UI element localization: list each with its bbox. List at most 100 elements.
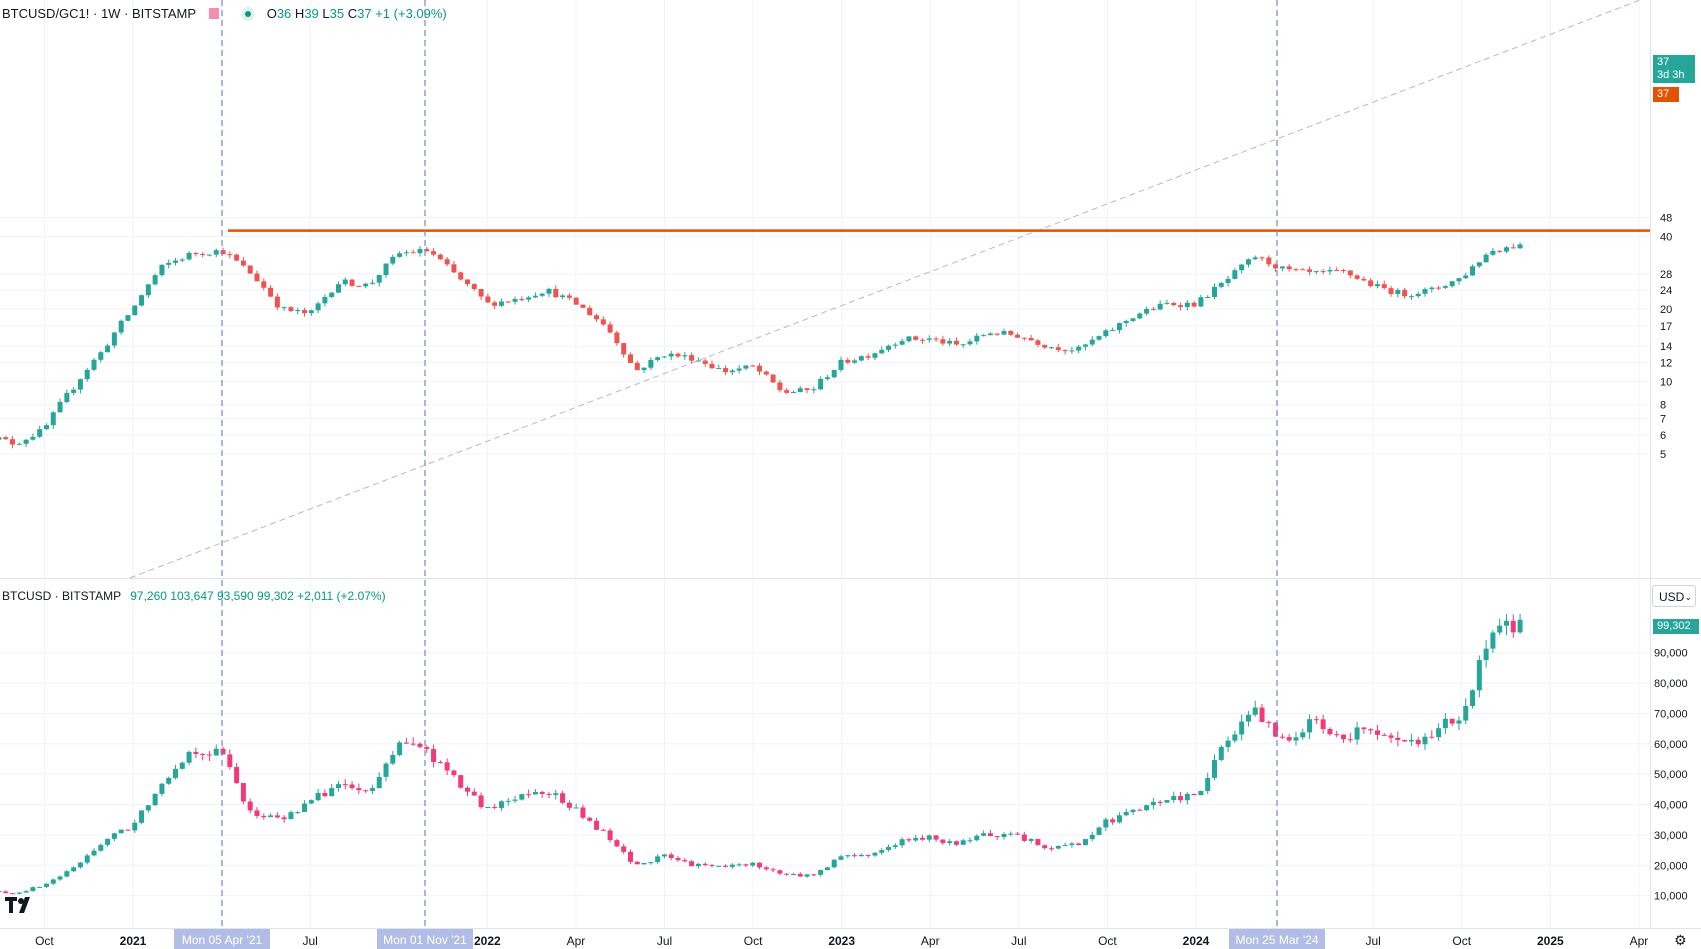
ratio-candle[interactable] xyxy=(240,260,246,266)
ratio-candle[interactable] xyxy=(125,315,131,321)
ratio-candle[interactable] xyxy=(981,335,987,337)
ratio-candle[interactable] xyxy=(1137,313,1143,319)
ratio-candle[interactable] xyxy=(254,273,260,282)
btc-candle[interactable] xyxy=(240,783,246,802)
ratio-candle[interactable] xyxy=(682,355,688,357)
btc-candle[interactable] xyxy=(546,794,552,796)
ratio-candle[interactable] xyxy=(1150,308,1156,310)
btc-candle[interactable] xyxy=(1069,843,1075,845)
btc-candle[interactable] xyxy=(716,865,722,867)
market-status-icon[interactable] xyxy=(241,7,256,21)
ratio-candle[interactable] xyxy=(159,264,165,276)
ratio-candle[interactable] xyxy=(1144,308,1150,314)
btc-candle[interactable] xyxy=(627,851,633,862)
btc-candle[interactable] xyxy=(1130,809,1136,813)
btc-candle[interactable] xyxy=(43,883,49,887)
btc-candle[interactable] xyxy=(465,787,471,792)
ratio-candle[interactable] xyxy=(1510,247,1516,249)
ratio-candle[interactable] xyxy=(546,288,552,294)
btc-candle[interactable] xyxy=(1110,819,1116,823)
btc-candle[interactable] xyxy=(1286,737,1292,741)
ratio-candle[interactable] xyxy=(702,360,708,364)
btc-candle[interactable] xyxy=(661,854,667,857)
btc-candle[interactable] xyxy=(1313,719,1319,721)
btc-candle[interactable] xyxy=(750,862,756,866)
btc-candle[interactable] xyxy=(899,839,905,846)
ratio-candle[interactable] xyxy=(1436,287,1442,289)
btc-candle[interactable] xyxy=(485,806,491,808)
ratio-candle[interactable] xyxy=(77,379,83,390)
btc-candle[interactable] xyxy=(1218,746,1224,760)
ratio-candle[interactable] xyxy=(498,301,504,306)
ratio-candle[interactable] xyxy=(1252,257,1258,260)
btc-candle[interactable] xyxy=(784,873,790,875)
ratio-candle[interactable] xyxy=(872,353,878,358)
ratio-candle[interactable] xyxy=(383,263,389,275)
btc-candle[interactable] xyxy=(906,839,912,841)
btc-candle[interactable] xyxy=(1157,801,1163,803)
ratio-candle[interactable] xyxy=(1035,340,1041,345)
ratio-candle[interactable] xyxy=(458,272,464,280)
ratio-candle[interactable] xyxy=(729,370,735,373)
btc-candle[interactable] xyxy=(824,867,830,871)
ratio-candle[interactable] xyxy=(838,359,844,370)
ratio-candle[interactable] xyxy=(661,356,667,358)
ratio-candle[interactable] xyxy=(553,288,559,298)
btc-candle[interactable] xyxy=(831,859,837,868)
ratio-candle[interactable] xyxy=(16,443,22,445)
btc-candle[interactable] xyxy=(994,836,1000,838)
btc-candle[interactable] xyxy=(1232,734,1238,741)
ratio-candle[interactable] xyxy=(1347,270,1353,276)
ratio-candle[interactable] xyxy=(1130,318,1136,321)
btc-candle[interactable] xyxy=(1361,727,1367,730)
btc-candle[interactable] xyxy=(641,862,647,865)
ratio-candle[interactable] xyxy=(193,252,199,254)
ratio-candle[interactable] xyxy=(492,302,498,306)
ratio-candle[interactable] xyxy=(1490,250,1496,255)
ratio-candle[interactable] xyxy=(655,357,661,360)
btc-candle[interactable] xyxy=(84,855,90,863)
ratio-candle[interactable] xyxy=(1116,323,1122,330)
ratio-candle[interactable] xyxy=(105,345,111,353)
btc-candle[interactable] xyxy=(1273,722,1279,737)
btc-candle[interactable] xyxy=(1076,843,1082,846)
ratio-candle[interactable] xyxy=(892,344,898,346)
ratio-candle[interactable] xyxy=(1198,297,1204,307)
btc-candle[interactable] xyxy=(288,812,294,820)
ratio-candle[interactable] xyxy=(566,295,572,298)
btc-candle[interactable] xyxy=(1008,833,1014,835)
btc-candle[interactable] xyxy=(695,863,701,867)
ratio-candle[interactable] xyxy=(1313,271,1319,273)
ratio-candle[interactable] xyxy=(349,279,355,286)
btc-candle[interactable] xyxy=(668,854,674,859)
btc-candle[interactable] xyxy=(23,891,29,893)
ratio-candle[interactable] xyxy=(1415,293,1421,297)
ratio-candle[interactable] xyxy=(206,254,212,256)
btc-candle[interactable] xyxy=(1408,739,1414,742)
btc-candle[interactable] xyxy=(566,802,572,808)
ratio-candle[interactable] xyxy=(152,275,158,285)
ratio-candle[interactable] xyxy=(886,345,892,350)
btc-candle[interactable] xyxy=(865,854,871,856)
ratio-candle[interactable] xyxy=(1286,266,1292,270)
btc-candle[interactable] xyxy=(953,841,959,845)
btc-candle[interactable] xyxy=(519,794,525,800)
ratio-candle[interactable] xyxy=(1232,270,1238,279)
btc-candle[interactable] xyxy=(1341,734,1347,740)
btc-candle[interactable] xyxy=(892,845,898,847)
btc-candle[interactable] xyxy=(960,840,966,845)
ratio-candle[interactable] xyxy=(1015,334,1021,338)
btc-candle[interactable] xyxy=(342,784,348,786)
btc-candle[interactable] xyxy=(682,860,688,862)
btc-candle[interactable] xyxy=(852,855,858,857)
btc-candle[interactable] xyxy=(560,793,566,803)
btc-candle[interactable] xyxy=(675,858,681,861)
btc-candle[interactable] xyxy=(274,815,280,818)
btc-candle[interactable] xyxy=(1035,839,1041,846)
btc-candle[interactable] xyxy=(234,767,240,784)
btc-candle[interactable] xyxy=(1293,737,1299,741)
ratio-candle[interactable] xyxy=(940,339,946,344)
ratio-candle[interactable] xyxy=(926,338,932,340)
ratio-candle[interactable] xyxy=(179,259,185,261)
btc-candle[interactable] xyxy=(648,862,654,864)
